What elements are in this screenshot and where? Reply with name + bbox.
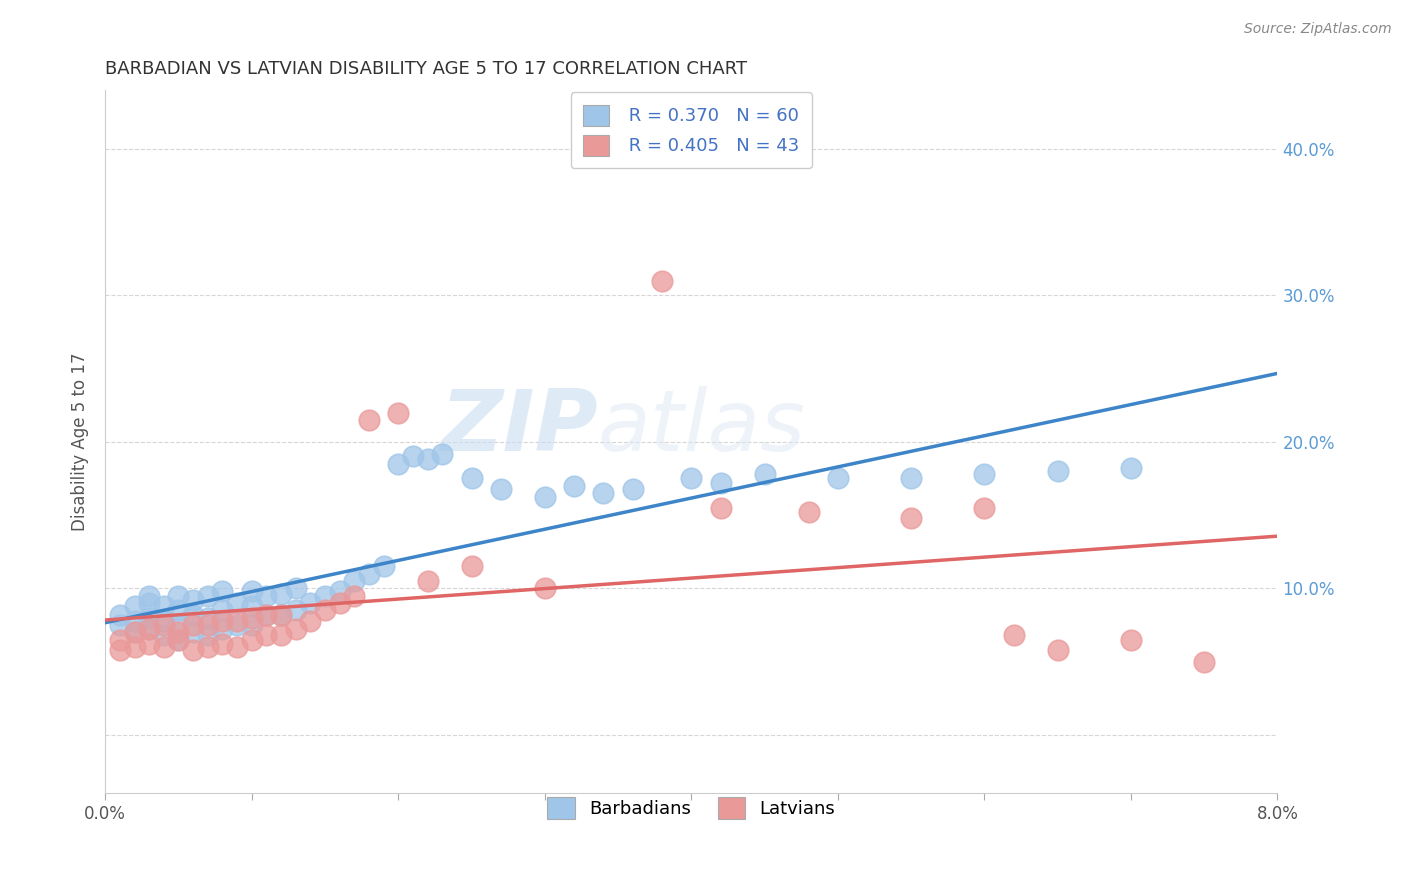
Point xyxy=(416,574,439,588)
Point xyxy=(1002,628,1025,642)
Point xyxy=(108,642,131,657)
Point xyxy=(167,589,190,603)
Point xyxy=(167,618,190,632)
Point xyxy=(211,603,233,617)
Point xyxy=(138,622,160,636)
Point xyxy=(226,618,249,632)
Point xyxy=(562,479,585,493)
Point xyxy=(211,614,233,628)
Point xyxy=(357,566,380,581)
Point xyxy=(167,603,190,617)
Point xyxy=(254,589,277,603)
Point xyxy=(1192,655,1215,669)
Point xyxy=(1119,632,1142,647)
Point xyxy=(621,482,644,496)
Point xyxy=(124,640,146,654)
Point xyxy=(329,584,352,599)
Point xyxy=(124,599,146,613)
Y-axis label: Disability Age 5 to 17: Disability Age 5 to 17 xyxy=(72,352,89,531)
Point xyxy=(900,471,922,485)
Point xyxy=(197,610,219,624)
Text: Source: ZipAtlas.com: Source: ZipAtlas.com xyxy=(1244,22,1392,37)
Point xyxy=(153,614,176,628)
Point xyxy=(108,618,131,632)
Point xyxy=(314,589,336,603)
Point xyxy=(211,622,233,636)
Point xyxy=(254,607,277,622)
Point xyxy=(827,471,849,485)
Point xyxy=(314,603,336,617)
Point xyxy=(710,475,733,490)
Point xyxy=(973,500,995,515)
Point xyxy=(270,587,292,601)
Point xyxy=(460,559,482,574)
Point xyxy=(533,582,555,596)
Point xyxy=(167,632,190,647)
Point xyxy=(240,618,263,632)
Point xyxy=(754,467,776,481)
Point xyxy=(226,640,249,654)
Point xyxy=(1119,461,1142,475)
Point xyxy=(533,491,555,505)
Point xyxy=(1046,464,1069,478)
Point xyxy=(387,405,409,419)
Point xyxy=(124,625,146,640)
Point xyxy=(343,589,366,603)
Point xyxy=(797,505,820,519)
Point xyxy=(138,610,160,624)
Point xyxy=(270,607,292,622)
Point xyxy=(240,599,263,613)
Point xyxy=(181,618,204,632)
Point xyxy=(181,607,204,622)
Point xyxy=(681,471,703,485)
Point xyxy=(402,450,425,464)
Point xyxy=(197,640,219,654)
Point xyxy=(1046,642,1069,657)
Point xyxy=(226,614,249,628)
Point xyxy=(197,628,219,642)
Point xyxy=(197,589,219,603)
Text: BARBADIAN VS LATVIAN DISABILITY AGE 5 TO 17 CORRELATION CHART: BARBADIAN VS LATVIAN DISABILITY AGE 5 TO… xyxy=(105,60,748,78)
Point xyxy=(240,632,263,647)
Point xyxy=(357,413,380,427)
Point xyxy=(226,596,249,610)
Point xyxy=(138,589,160,603)
Point xyxy=(329,596,352,610)
Point xyxy=(197,618,219,632)
Point xyxy=(592,486,614,500)
Point xyxy=(710,500,733,515)
Point xyxy=(270,628,292,642)
Point xyxy=(973,467,995,481)
Point xyxy=(254,628,277,642)
Point xyxy=(124,614,146,628)
Point xyxy=(460,471,482,485)
Point xyxy=(284,603,307,617)
Point xyxy=(900,511,922,525)
Text: ZIP: ZIP xyxy=(440,386,598,469)
Point xyxy=(284,582,307,596)
Point xyxy=(211,637,233,651)
Point xyxy=(373,559,395,574)
Point xyxy=(299,614,322,628)
Point xyxy=(254,607,277,622)
Point xyxy=(240,610,263,624)
Text: atlas: atlas xyxy=(598,386,806,469)
Point xyxy=(651,274,673,288)
Point xyxy=(387,457,409,471)
Point xyxy=(270,607,292,622)
Point xyxy=(432,446,454,460)
Point xyxy=(240,584,263,599)
Point xyxy=(489,482,512,496)
Point xyxy=(153,628,176,642)
Point xyxy=(153,618,176,632)
Point xyxy=(138,622,160,636)
Point xyxy=(138,637,160,651)
Point xyxy=(284,622,307,636)
Point xyxy=(211,584,233,599)
Point xyxy=(108,632,131,647)
Point xyxy=(299,596,322,610)
Point xyxy=(124,625,146,640)
Point xyxy=(181,593,204,607)
Point xyxy=(138,596,160,610)
